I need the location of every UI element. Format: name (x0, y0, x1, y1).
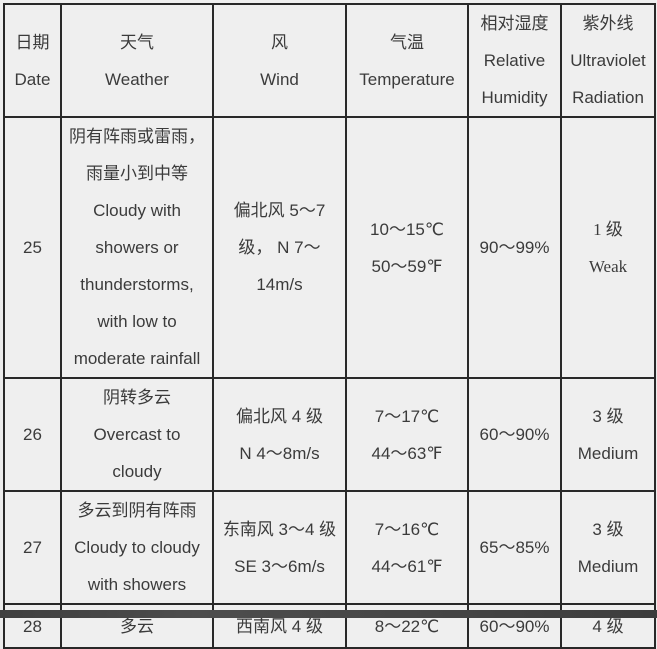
header-wind: 风 Wind (212, 3, 347, 118)
date-cell: 27 (3, 490, 62, 605)
table-row-25: 25 阴有阵雨或雷雨， 雨量小到中等 Cloudy with showers o… (3, 116, 656, 379)
header-temperature: 气温 Temperature (345, 3, 469, 118)
header-row: 日期 Date 天气 Weather 风 Wind 气温 Temperature… (3, 3, 656, 118)
header-humidity: 相对湿度 Relative Humidity (467, 3, 562, 118)
header-weather: 天气 Weather (60, 3, 214, 118)
uv-cell: 3 级 Medium (560, 377, 656, 492)
table-row-26: 26 阴转多云 Overcast to cloudy 偏北风 4 级 N 4～8… (3, 377, 656, 492)
humidity-cell: 65～85% (467, 490, 562, 605)
table-row-27: 27 多云到阴有阵雨 Cloudy to cloudy with showers… (3, 490, 656, 605)
date-cell: 26 (3, 377, 62, 492)
wind-cell: 偏北风 5～7 级， N 7～ 14m/s (212, 116, 347, 379)
date-cell: 25 (3, 116, 62, 379)
weather-cell: 多云到阴有阵雨 Cloudy to cloudy with showers (60, 490, 214, 605)
temperature-cell: 10～15℃ 50～59℉ (345, 116, 469, 379)
header-date: 日期 Date (3, 3, 62, 118)
weather-forecast-table: 日期 Date 天气 Weather 风 Wind 气温 Temperature… (3, 3, 656, 649)
uv-cell: 1 级 Weak (560, 116, 656, 379)
wind-cell: 东南风 3～4 级 SE 3～6m/s (212, 490, 347, 605)
scan-cut-edge (0, 610, 657, 618)
uv-cell: 3 级 Medium (560, 490, 656, 605)
humidity-cell: 60～90% (467, 377, 562, 492)
header-ultraviolet: 紫外线 Ultraviolet Radiation (560, 3, 656, 118)
wind-cell: 偏北风 4 级 N 4～8m/s (212, 377, 347, 492)
temperature-cell: 7～17℃ 44～63℉ (345, 377, 469, 492)
humidity-cell: 90～99% (467, 116, 562, 379)
temperature-cell: 7～16℃ 44～61℉ (345, 490, 469, 605)
weather-cell: 阴有阵雨或雷雨， 雨量小到中等 Cloudy with showers or t… (60, 116, 214, 379)
weather-cell: 阴转多云 Overcast to cloudy (60, 377, 214, 492)
